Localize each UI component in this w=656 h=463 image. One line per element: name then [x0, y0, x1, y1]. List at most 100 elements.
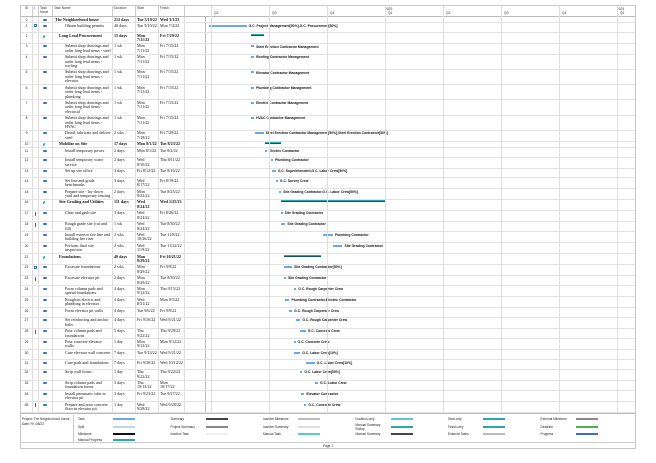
task-row[interactable]: 23 Excavate elevator pit 2 days Mon 8/29…: [21, 275, 635, 287]
task-start[interactable]: Wed 8/24/22: [136, 221, 159, 232]
task-duration[interactable]: 1 wk: [113, 221, 136, 232]
task-mode-cell[interactable]: [39, 402, 53, 412]
task-bar[interactable]: [280, 212, 283, 215]
task-name[interactable]: Rough-in electric and plumbing in elevat…: [53, 297, 113, 308]
task-bar[interactable]: [264, 149, 267, 152]
task-duration[interactable]: 2 wks: [113, 232, 136, 243]
task-duration[interactable]: 2 days: [113, 148, 136, 157]
task-finish[interactable]: Wed 9/21/22: [159, 317, 185, 328]
task-row[interactable]: 32 Strip wall forms 1 day Thu 9/22/22 Th…: [21, 369, 635, 381]
task-row[interactable]: 33 Strip column pads and foundation form…: [21, 380, 635, 392]
summary-task-row[interactable]: 2 Long Lead Procurement 15 days Mon 7/11…: [21, 33, 635, 44]
task-name[interactable]: Obtain building permits: [53, 23, 113, 33]
task-finish[interactable]: Wed 9/28/22: [159, 402, 185, 412]
task-mode-cell[interactable]: [39, 23, 53, 33]
task-finish[interactable]: Tue 9/27/22: [159, 391, 185, 402]
task-mode-cell[interactable]: [39, 148, 53, 157]
task-row[interactable]: 17 Clear and grub site 3 days Wed 8/24/2…: [21, 210, 635, 222]
task-start[interactable]: Mon 9/12/22: [136, 286, 159, 297]
task-bar[interactable]: [250, 56, 255, 59]
task-duration[interactable]: 2 days: [113, 189, 136, 199]
task-finish[interactable]: Wed 3/1/23: [159, 17, 185, 23]
task-finish[interactable]: Fri 10/21/22: [159, 254, 185, 264]
task-mode-cell[interactable]: [39, 199, 53, 210]
task-mode-cell[interactable]: [39, 100, 53, 115]
task-duration[interactable]: 2 wks: [113, 243, 136, 254]
task-name[interactable]: Cure elevator wall concrete: [53, 350, 113, 360]
task-duration[interactable]: 7 days: [113, 360, 136, 369]
task-duration[interactable]: 1 wk: [113, 100, 136, 115]
task-mode-cell[interactable]: [39, 380, 53, 391]
task-bar[interactable]: [275, 179, 278, 182]
task-bar[interactable]: [250, 86, 255, 89]
task-mode-cell[interactable]: [39, 178, 53, 189]
task-start[interactable]: Tue 9/13/22: [136, 350, 159, 360]
task-bar[interactable]: [285, 298, 290, 301]
task-duration[interactable]: 1 day: [113, 402, 136, 412]
task-row[interactable]: 4 Submit shop drawings and order long le…: [21, 54, 635, 70]
task-mode-cell[interactable]: [39, 157, 53, 168]
task-mode-cell[interactable]: [39, 286, 53, 297]
col-indicators[interactable]: i: [33, 6, 39, 16]
task-duration[interactable]: 3 days: [113, 178, 136, 189]
task-name[interactable]: Install temporary water service: [53, 157, 113, 168]
task-finish[interactable]: Fri 7/15/22: [159, 69, 185, 85]
task-mode-cell[interactable]: [39, 264, 53, 275]
task-finish[interactable]: Fri 7/29/22: [159, 33, 185, 43]
task-finish[interactable]: Wed 10/12/22: [159, 360, 185, 369]
task-start[interactable]: Mon 8/1/22: [136, 148, 159, 157]
task-start[interactable]: Mon 8/29/22: [136, 264, 159, 275]
task-finish[interactable]: Fri 7/15/22: [159, 85, 185, 100]
task-bar[interactable]: [250, 101, 255, 104]
task-start[interactable]: Thu 10/13/22: [136, 380, 159, 391]
task-finish[interactable]: Wed 9/21/22: [159, 350, 185, 360]
task-name[interactable]: Form elevator pit walls: [53, 308, 113, 317]
task-duration[interactable]: 4 days: [113, 297, 136, 308]
task-bar[interactable]: [208, 24, 247, 27]
task-row[interactable]: 27 Set reinforcing and anchor bolts 4 da…: [21, 317, 635, 329]
task-row[interactable]: 26 Form elevator pit walls 4 days Tue 9/…: [21, 308, 635, 318]
task-name[interactable]: Prepare site - lay down yard and tempora…: [53, 189, 113, 199]
task-finish[interactable]: Mon 9/12/22: [159, 339, 185, 350]
task-finish[interactable]: Fri 7/15/22: [159, 54, 185, 69]
task-row[interactable]: 22 Excavate foundations 2 wks Mon 8/29/2…: [21, 264, 635, 276]
task-name[interactable]: Install exterior fire line and building …: [53, 232, 113, 243]
task-name[interactable]: Submit shop drawings and order long lead…: [53, 43, 113, 54]
task-mode-cell[interactable]: [39, 210, 53, 221]
task-row[interactable]: 31 Cure pads and foundations 7 days Fri …: [21, 360, 635, 370]
task-mode-cell[interactable]: [39, 232, 53, 243]
task-bar[interactable]: [271, 159, 274, 162]
task-mode-cell[interactable]: [39, 69, 53, 85]
task-mode-cell[interactable]: [39, 308, 53, 317]
task-row[interactable]: 14 Set line and grade benchmarks 3 days …: [21, 178, 635, 190]
task-name[interactable]: Pour column pads and foundations: [53, 328, 113, 339]
task-start[interactable]: Thu 9/22/22: [136, 369, 159, 380]
task-mode-cell[interactable]: [39, 243, 53, 254]
task-name[interactable]: Set reinforcing and anchor bolts: [53, 317, 113, 328]
task-name[interactable]: Detail, fabricate and deliver steel: [53, 130, 113, 141]
task-bar[interactable]: [301, 392, 305, 395]
task-name[interactable]: Strip column pads and foundation forms: [53, 380, 113, 391]
task-bar[interactable]: [332, 244, 343, 247]
summary-task-row[interactable]: 0 The Neighborhood house 212 days Tue 5/…: [21, 17, 635, 24]
summary-task-row[interactable]: 21 Foundations 40 days Mon 8/29/22 Fri 1…: [21, 254, 635, 265]
task-finish[interactable]: Thu 9/15/22: [159, 286, 185, 297]
task-duration[interactable]: 4 days: [113, 317, 136, 328]
task-finish[interactable]: Fri 7/29/22: [159, 130, 185, 141]
task-name[interactable]: Submit shop drawings and order long lead…: [53, 69, 113, 85]
task-finish[interactable]: Fri 8/19/22: [159, 178, 185, 189]
task-start[interactable]: Mon 9/12/22: [136, 339, 159, 350]
task-name[interactable]: Mobilize on Site: [53, 141, 113, 148]
task-start[interactable]: Mon 7/11/22: [136, 43, 159, 54]
task-mode-cell[interactable]: [39, 43, 53, 54]
task-finish[interactable]: Wed 1/25/23: [159, 199, 185, 210]
task-mode-cell[interactable]: [39, 391, 53, 402]
task-name[interactable]: Pour concrete elevator walls: [53, 339, 113, 350]
task-mode-cell[interactable]: [39, 221, 53, 232]
task-duration[interactable]: 212 days: [113, 17, 136, 23]
task-duration[interactable]: 3 days: [113, 391, 136, 402]
task-duration[interactable]: 2 days: [113, 275, 136, 286]
task-name[interactable]: Prepare and pour concrete floor in eleva…: [53, 402, 113, 412]
task-bar[interactable]: [250, 117, 255, 120]
task-mode-cell[interactable]: [39, 317, 53, 328]
